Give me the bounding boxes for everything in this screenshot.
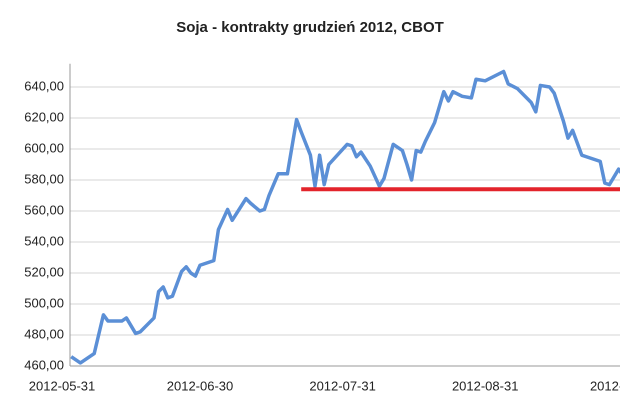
x-tick-label: 2012-06-30 <box>167 378 234 393</box>
y-tick-label: 620,00 <box>24 109 64 124</box>
x-tick-label: 2012-09-30 <box>590 378 620 393</box>
y-tick-label: 580,00 <box>24 171 64 186</box>
chart-title: Soja - kontrakty grudzień 2012, CBOT <box>176 19 444 36</box>
x-tick-label: 2012-07-31 <box>309 378 376 393</box>
y-tick-label: 560,00 <box>24 202 64 217</box>
x-tick-label: 2012-08-31 <box>452 378 519 393</box>
y-tick-label: 600,00 <box>24 140 64 155</box>
y-tick-label: 520,00 <box>24 264 64 279</box>
y-tick-label: 500,00 <box>24 295 64 310</box>
y-tick-label: 480,00 <box>24 326 64 341</box>
y-tick-label: 540,00 <box>24 233 64 248</box>
price-line <box>70 69 620 365</box>
y-tick-label: 460,00 <box>24 357 64 372</box>
y-tick-label: 640,00 <box>24 78 64 93</box>
x-tick-label: 2012-05-31 <box>29 378 96 393</box>
